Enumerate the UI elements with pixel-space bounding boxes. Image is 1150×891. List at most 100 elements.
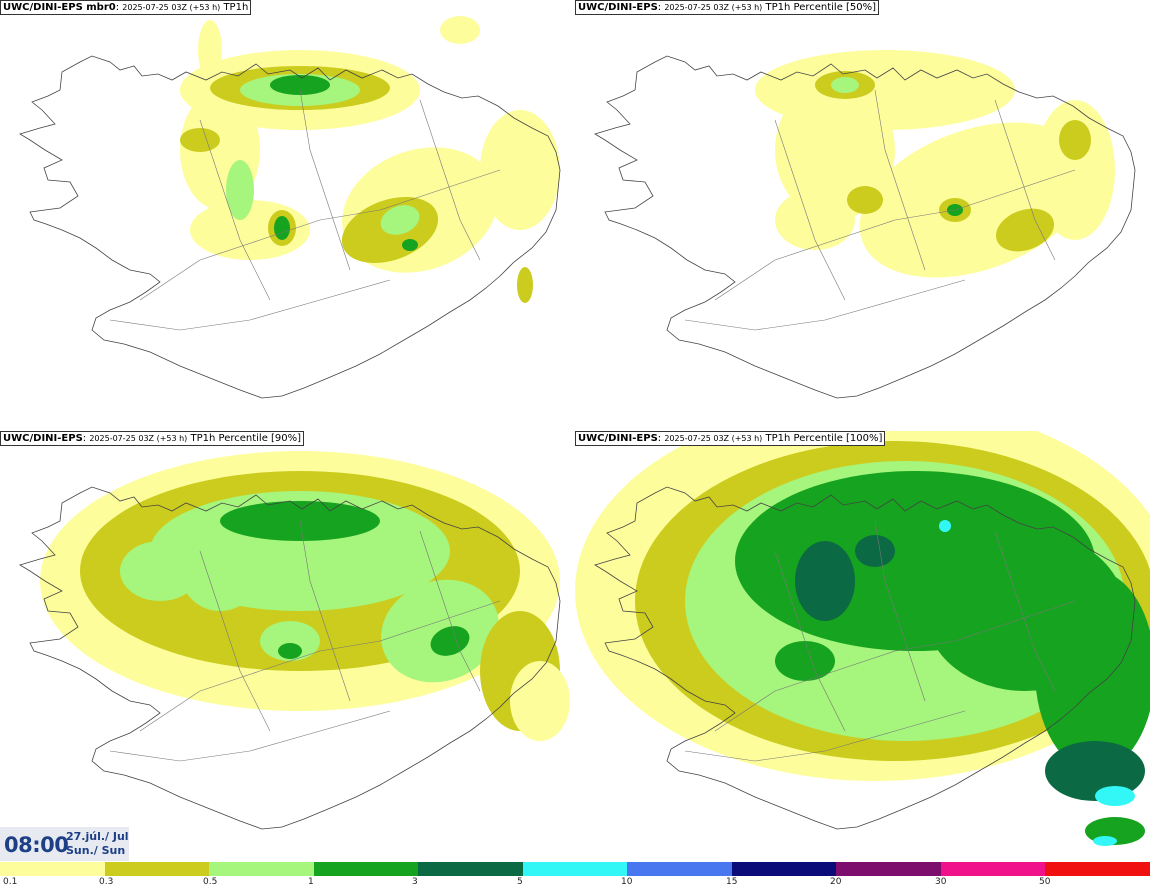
precip-area — [270, 75, 330, 95]
road-line — [714, 169, 1076, 301]
model-label: UWC/DINI-EPS — [578, 2, 658, 13]
road-line — [199, 119, 271, 301]
valid-date-line1: 27.júl./ Jul — [66, 830, 129, 843]
precip-area — [847, 186, 883, 214]
run-label: 2025-07-25 03Z (+53 h) — [89, 434, 188, 443]
coastline — [19, 55, 561, 399]
road-line — [874, 520, 926, 702]
precip-area — [274, 216, 290, 240]
colorbar-tick-label: 15 — [726, 877, 738, 887]
precip-area — [480, 110, 560, 230]
colorbar-tick-label: 0.3 — [99, 877, 114, 887]
precip-area — [120, 541, 200, 601]
panel-member0: UWC/DINI-EPS mbr0: 2025-07-25 03Z (+53 h… — [0, 0, 575, 431]
road-line — [994, 530, 1056, 692]
precip-area — [1059, 120, 1091, 160]
colorbar-segment — [104, 862, 210, 876]
panel-title: UWC/DINI-EPS: 2025-07-25 03Z (+53 h) TP1… — [575, 0, 880, 15]
model-label: UWC/DINI-EPS — [3, 433, 83, 444]
model-label: UWC/DINI-EPS — [578, 433, 658, 444]
precip-area — [430, 626, 470, 656]
colorbar-tick-label: 5 — [517, 877, 523, 887]
colorbar-ticks: 0.1 0.3 0.5 1 3 5 10 15 20 30 50 — [0, 877, 1150, 890]
field-label: TP1h Percentile [100%] — [765, 433, 883, 444]
road-line — [684, 710, 966, 762]
precip-area — [1035, 571, 1150, 771]
colorbar-tick-label: 0.1 — [3, 877, 18, 887]
precip-area — [1093, 836, 1117, 846]
road-line — [109, 279, 391, 331]
precip-colorbar — [0, 862, 1150, 876]
colorbar-segment — [836, 862, 941, 876]
run-label: 2025-07-25 03Z (+53 h) — [122, 3, 221, 12]
precip-area — [995, 208, 1055, 252]
precip-area — [260, 621, 320, 661]
road-line — [714, 600, 1076, 732]
precip-area — [775, 641, 835, 681]
colorbar-segment — [522, 862, 628, 876]
colorbar-tick-label: 30 — [935, 877, 947, 887]
colorbar-segment — [731, 862, 837, 876]
colorbar-segment — [0, 862, 105, 876]
coastline — [594, 55, 1136, 399]
coastline — [19, 486, 561, 830]
precip-map-p90 — [19, 451, 570, 830]
precip-area — [831, 77, 859, 93]
road-line — [419, 99, 481, 261]
road-line — [109, 710, 391, 762]
colorbar-segment — [940, 862, 1046, 876]
colorbar-segment — [313, 862, 419, 876]
precip-area — [1095, 786, 1135, 806]
colorbar-segment — [418, 862, 523, 876]
precip-area — [1045, 741, 1145, 801]
panel-percentile-90: UWC/DINI-EPS: 2025-07-25 03Z (+53 h) TP1… — [0, 431, 575, 862]
precip-area — [402, 239, 418, 251]
colorbar-tick-label: 3 — [412, 877, 418, 887]
run-label: 2025-07-25 03Z (+53 h) — [664, 3, 763, 12]
colorbar-tick-label: 50 — [1039, 877, 1051, 887]
model-label: UWC/DINI-EPS mbr0 — [3, 2, 116, 13]
precip-area — [278, 643, 302, 659]
panel-percentile-50: UWC/DINI-EPS: 2025-07-25 03Z (+53 h) TP1… — [575, 0, 1150, 431]
panel-title: UWC/DINI-EPS: 2025-07-25 03Z (+53 h) TP1… — [0, 431, 305, 446]
colorbar-segment — [1045, 862, 1150, 876]
precip-area — [939, 520, 951, 532]
road-line — [419, 530, 481, 692]
road-line — [684, 279, 966, 331]
colorbar-tick-label: 0.5 — [203, 877, 218, 887]
precip-area — [198, 20, 222, 80]
coastline — [594, 486, 1136, 830]
road-line — [774, 119, 846, 301]
road-line — [139, 169, 501, 301]
valid-time-box: 08:00 27.júl./ Jul Sun./ Sun — [0, 827, 129, 861]
precip-area — [510, 661, 570, 741]
field-label: TP1h Percentile [90%] — [190, 433, 302, 444]
valid-time: 08:00 — [4, 833, 69, 857]
precip-area — [775, 190, 855, 250]
colorbar-segment — [627, 862, 732, 876]
panel-title: UWC/DINI-EPS: 2025-07-25 03Z (+53 h) TP1… — [575, 431, 886, 446]
precip-area — [775, 80, 895, 220]
colorbar-tick-label: 1 — [308, 877, 314, 887]
road-line — [874, 89, 926, 271]
precip-map-p50 — [594, 50, 1136, 399]
precip-area — [795, 541, 855, 621]
valid-date: 27.júl./ Jul Sun./ Sun — [66, 830, 129, 858]
road-line — [299, 89, 351, 271]
panel-title: UWC/DINI-EPS mbr0: 2025-07-25 03Z (+53 h… — [0, 0, 252, 15]
road-line — [199, 550, 271, 732]
precip-map-member0 — [19, 16, 561, 399]
road-line — [994, 99, 1056, 261]
precip-area — [855, 535, 895, 567]
field-label: TP1h — [223, 2, 249, 13]
field-label: TP1h Percentile [50%] — [765, 2, 877, 13]
road-line — [774, 550, 846, 732]
precip-area — [517, 267, 533, 303]
precip-map-p100 — [575, 431, 1150, 846]
precip-area — [380, 205, 420, 235]
precip-area — [226, 160, 254, 220]
road-line — [299, 520, 351, 702]
road-line — [139, 600, 501, 732]
run-label: 2025-07-25 03Z (+53 h) — [664, 434, 763, 443]
precip-area — [440, 16, 480, 44]
